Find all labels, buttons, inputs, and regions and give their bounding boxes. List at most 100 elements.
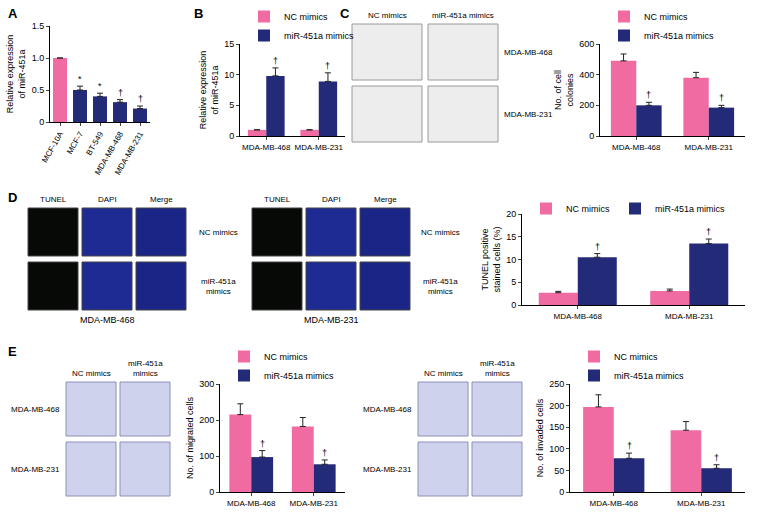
svg-text:MDA-MB-468: MDA-MB-468 <box>504 48 553 57</box>
svg-text:NC mimics: NC mimics <box>284 12 328 22</box>
svg-text:50: 50 <box>554 466 564 476</box>
svg-text:MDA-MB-231: MDA-MB-231 <box>685 143 734 152</box>
svg-text:MDA-MB-468: MDA-MB-468 <box>612 143 661 152</box>
svg-text:MDA-MB-468: MDA-MB-468 <box>363 405 412 414</box>
svg-text:MCF-7: MCF-7 <box>65 130 85 156</box>
svg-text:0: 0 <box>229 131 234 141</box>
svg-text:NC mimics: NC mimics <box>421 228 460 237</box>
svg-text:0: 0 <box>209 487 214 497</box>
svg-text:†: † <box>325 61 330 71</box>
svg-text:No. of cellcolonies: No. of cellcolonies <box>553 70 575 110</box>
svg-text:NC mimics: NC mimics <box>264 352 308 362</box>
svg-text:250: 250 <box>549 379 564 389</box>
svg-text:MDA-MB-231: MDA-MB-231 <box>677 499 726 508</box>
svg-text:D: D <box>8 190 17 205</box>
svg-text:*: * <box>78 74 82 84</box>
svg-text:0: 0 <box>39 117 44 127</box>
svg-text:MDA-MB-231: MDA-MB-231 <box>504 110 553 119</box>
svg-text:MDA-MB-468: MDA-MB-468 <box>227 499 276 508</box>
svg-text:miR-451amimics: miR-451amimics <box>423 277 458 296</box>
svg-text:NC mimics: NC mimics <box>614 352 658 362</box>
svg-text:No. of migrated cells: No. of migrated cells <box>185 396 195 479</box>
svg-text:MDA-MB-468: MDA-MB-468 <box>242 143 291 152</box>
svg-text:†: † <box>118 88 123 98</box>
svg-text:MDA-MB-468: MDA-MB-468 <box>11 405 60 414</box>
svg-text:MDA-MB-468: MDA-MB-468 <box>93 130 125 177</box>
svg-text:DAPI: DAPI <box>98 195 117 204</box>
svg-text:MCF-10A: MCF-10A <box>40 130 65 165</box>
svg-text:MDA-MB-468: MDA-MB-468 <box>80 315 135 325</box>
svg-text:MDA-MB-231: MDA-MB-231 <box>11 465 60 474</box>
svg-text:0.5: 0.5 <box>32 85 45 95</box>
svg-text:150: 150 <box>549 422 564 432</box>
svg-text:miR-451a mimics: miR-451a mimics <box>264 371 334 381</box>
svg-text:TUNEL: TUNEL <box>264 195 291 204</box>
svg-text:miR-451a mimics: miR-451a mimics <box>644 31 714 41</box>
svg-text:†: † <box>646 90 651 100</box>
svg-text:15: 15 <box>224 39 234 49</box>
svg-text:200: 200 <box>549 401 564 411</box>
svg-text:NC mimics: NC mimics <box>566 204 610 214</box>
svg-text:†: † <box>627 441 632 451</box>
svg-text:†: † <box>273 56 278 66</box>
svg-text:5: 5 <box>511 277 516 287</box>
svg-text:Relative expressionof miR-451a: Relative expressionof miR-451a <box>5 35 27 114</box>
svg-text:MDA-MB-231: MDA-MB-231 <box>290 499 339 508</box>
svg-text:NC mimics: NC mimics <box>72 369 111 378</box>
svg-text:NC mimics: NC mimics <box>199 228 238 237</box>
svg-text:1.0: 1.0 <box>32 53 45 63</box>
svg-text:MDA-MB-231: MDA-MB-231 <box>363 465 412 474</box>
svg-text:10: 10 <box>224 70 234 80</box>
svg-text:†: † <box>595 242 600 252</box>
svg-text:MDA-MB-231: MDA-MB-231 <box>295 143 344 152</box>
svg-text:0: 0 <box>589 131 594 141</box>
svg-text:†: † <box>706 227 711 237</box>
svg-text:A: A <box>8 6 18 21</box>
svg-text:300: 300 <box>199 379 214 389</box>
svg-text:MDA-MB-231: MDA-MB-231 <box>304 315 359 325</box>
svg-text:miR-451a mimics: miR-451a mimics <box>614 371 684 381</box>
svg-text:BT-549: BT-549 <box>85 130 106 157</box>
svg-text:NC mimics: NC mimics <box>644 12 688 22</box>
svg-text:miR-451amimics: miR-451amimics <box>480 359 515 378</box>
svg-text:TUNEL: TUNEL <box>40 195 67 204</box>
svg-text:Relative expressionof miR-451a: Relative expressionof miR-451a <box>198 51 220 130</box>
svg-text:MDA-MB-231: MDA-MB-231 <box>665 312 714 321</box>
svg-text:miR-451amimics: miR-451amimics <box>201 277 236 296</box>
svg-text:MDA-MB-468: MDA-MB-468 <box>554 312 603 321</box>
svg-text:100: 100 <box>199 451 214 461</box>
svg-text:B: B <box>194 6 203 21</box>
svg-text:5: 5 <box>229 100 234 110</box>
svg-text:Merge: Merge <box>374 195 397 204</box>
svg-text:C: C <box>340 6 350 21</box>
svg-text:200: 200 <box>199 415 214 425</box>
svg-text:400: 400 <box>579 70 594 80</box>
svg-text:Merge: Merge <box>150 195 173 204</box>
svg-text:10: 10 <box>506 255 516 265</box>
svg-text:E: E <box>8 344 17 359</box>
svg-text:600: 600 <box>579 39 594 49</box>
svg-text:MDA-MB-468: MDA-MB-468 <box>590 499 639 508</box>
svg-text:miR-451a mimics: miR-451a mimics <box>655 204 725 214</box>
svg-text:TUNEL positivestained cells (%: TUNEL positivestained cells (%) <box>480 226 502 292</box>
svg-text:miR-451amimics: miR-451amimics <box>128 359 163 378</box>
svg-text:†: † <box>714 453 719 463</box>
svg-text:miR-451a mimics: miR-451a mimics <box>432 11 494 20</box>
svg-text:NC mimics: NC mimics <box>424 369 463 378</box>
svg-text:0: 0 <box>511 300 516 310</box>
svg-text:MDA-MB-231: MDA-MB-231 <box>113 130 145 177</box>
svg-text:miR-451a mimics: miR-451a mimics <box>284 31 354 41</box>
svg-text:*: * <box>98 81 102 91</box>
svg-text:NC mimics: NC mimics <box>368 11 407 20</box>
svg-text:†: † <box>719 93 724 103</box>
svg-text:No. of invaded cells: No. of invaded cells <box>535 398 545 477</box>
svg-text:200: 200 <box>579 100 594 110</box>
svg-text:†: † <box>260 439 265 449</box>
svg-text:100: 100 <box>549 444 564 454</box>
svg-text:†: † <box>322 448 327 458</box>
svg-text:15: 15 <box>506 232 516 242</box>
svg-text:†: † <box>138 94 143 104</box>
svg-text:0: 0 <box>559 487 564 497</box>
svg-text:1.5: 1.5 <box>32 21 45 31</box>
svg-text:20: 20 <box>506 209 516 219</box>
